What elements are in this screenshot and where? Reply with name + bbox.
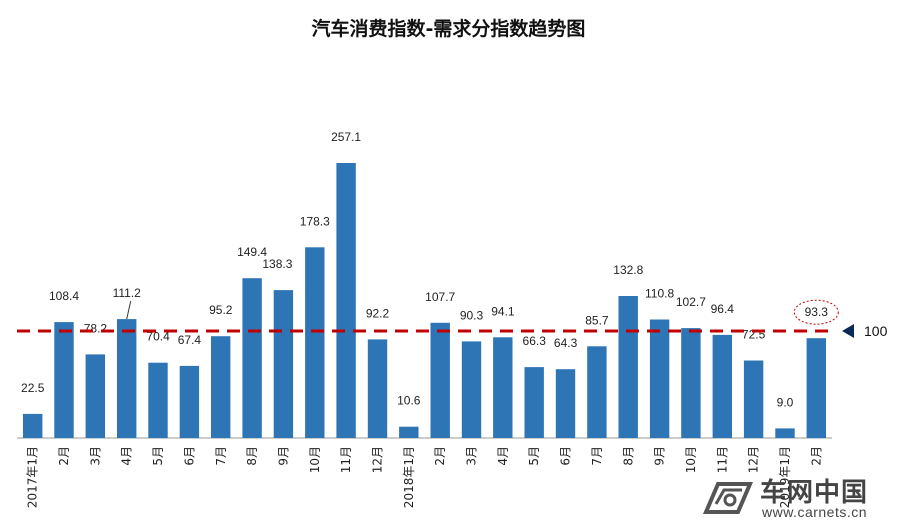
x-tick-label: 4月 <box>120 446 134 466</box>
data-label: 90.3 <box>460 308 484 322</box>
data-label: 92.2 <box>366 306 390 320</box>
x-tick-label: 4月 <box>496 446 510 466</box>
bar <box>649 319 670 438</box>
bar <box>587 346 607 438</box>
x-tick-label: 8月 <box>245 446 259 466</box>
bar <box>305 247 325 438</box>
data-label: 78.2 <box>84 321 108 335</box>
bar <box>681 328 701 438</box>
data-label: 9.0 <box>777 395 794 409</box>
data-label: 107.7 <box>425 290 455 304</box>
x-tick-label: 6月 <box>182 446 196 466</box>
bar <box>430 322 450 438</box>
x-tick-label: 9月 <box>653 446 667 466</box>
watermark-url: www.carnets.cn <box>762 504 868 520</box>
data-label: 257.1 <box>331 130 361 144</box>
data-label: 111.2 <box>113 286 142 300</box>
bars-layer <box>17 163 832 439</box>
data-label: 64.3 <box>554 336 578 350</box>
data-label: 95.2 <box>209 303 233 317</box>
x-tick-label: 7月 <box>214 446 228 466</box>
x-tick-label: 9月 <box>276 446 290 466</box>
data-label: 93.3 <box>805 305 829 319</box>
bar <box>242 278 262 438</box>
data-label: 70.4 <box>146 330 170 344</box>
chart-title: 汽车消费指数-需求分指数趋势图 <box>311 18 586 40</box>
data-label: 66.3 <box>523 334 547 348</box>
x-tick-label: 11月 <box>715 446 729 473</box>
watermark-text: 车网中国 <box>760 478 869 508</box>
x-tick-label: 3月 <box>465 446 479 466</box>
data-label: 22.5 <box>21 381 45 395</box>
data-label: 10.6 <box>397 394 421 408</box>
bar <box>618 296 638 438</box>
bar <box>493 337 513 438</box>
x-tick-label: 2月 <box>57 446 71 466</box>
data-label: 85.7 <box>585 313 609 327</box>
bar <box>85 354 105 438</box>
bar <box>461 341 482 438</box>
data-label: 132.8 <box>613 263 643 277</box>
bar <box>806 338 826 438</box>
label-leader-line <box>126 300 132 320</box>
bar <box>117 319 137 438</box>
x-tick-label: 2月 <box>433 446 447 466</box>
bar <box>775 428 795 438</box>
x-tick-label: 10月 <box>308 446 322 473</box>
x-tick-label: 10月 <box>684 446 698 473</box>
x-tick-label: 5月 <box>151 446 165 466</box>
x-tick-label: 2月 <box>809 446 823 466</box>
data-label: 96.4 <box>711 302 735 316</box>
x-tick-label: 11月 <box>339 446 353 473</box>
watermark: 车网中国 www.carnets.cn <box>700 472 890 524</box>
bar <box>367 339 388 438</box>
bar <box>743 360 764 438</box>
x-tick-label: 2019年1月 <box>778 446 792 508</box>
bar <box>524 367 544 438</box>
bar <box>179 365 200 438</box>
bar <box>148 362 168 438</box>
data-label: 138.3 <box>262 257 292 271</box>
highlight-circle <box>793 299 839 325</box>
data-label: 94.1 <box>491 304 515 318</box>
bar <box>211 336 231 438</box>
reference-arrow-icon <box>842 324 854 338</box>
x-tick-label: 2017年1月 <box>26 446 40 508</box>
x-tick-label: 3月 <box>88 446 102 466</box>
x-tick-label: 12月 <box>747 446 761 473</box>
bar <box>54 322 74 438</box>
data-label: 108.4 <box>49 289 79 303</box>
data-label: 110.8 <box>645 287 674 301</box>
x-tick-label: 8月 <box>621 446 635 466</box>
reference-label: 100 <box>864 323 888 339</box>
data-label: 178.3 <box>300 214 330 228</box>
x-tick-label: 12月 <box>371 446 385 473</box>
x-tick-label: 7月 <box>590 446 604 466</box>
bar <box>336 163 356 438</box>
bar <box>555 369 576 438</box>
bar <box>399 426 419 438</box>
reference-layer: 100 <box>17 323 888 339</box>
bar <box>23 413 43 438</box>
data-label: 67.4 <box>178 333 202 347</box>
bar <box>273 290 294 438</box>
carnets-logo-icon <box>702 482 754 514</box>
x-tick-label: 2018年1月 <box>402 446 416 508</box>
data-label: 149.4 <box>237 245 267 259</box>
x-tick-label: 6月 <box>559 446 573 466</box>
data-label: 102.7 <box>676 295 706 309</box>
bar <box>712 334 732 438</box>
tick-labels-layer: 2017年1月 2月 3月 4月 5月 6月 7月 8月 9月 10月 11月 12月 2018年1月 2… <box>26 446 824 508</box>
x-tick-label: 5月 <box>527 446 541 466</box>
